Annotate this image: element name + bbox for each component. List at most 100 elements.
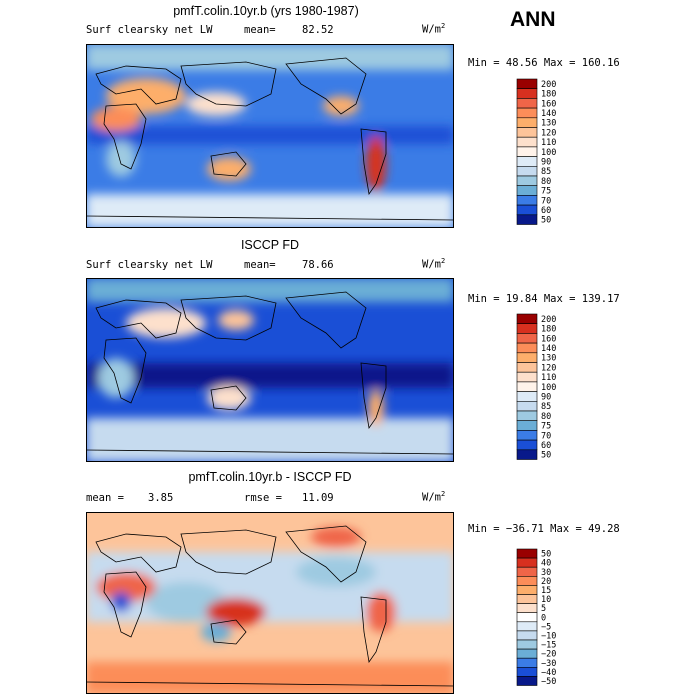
colorbar-tick-label: 130 [541, 354, 556, 364]
colorbar-swatch [516, 98, 538, 109]
colorbar-swatch [516, 420, 538, 431]
colorbar-tick-label: 85 [541, 167, 551, 177]
panel3-map [86, 512, 454, 694]
colorbar-tick-label: −15 [541, 641, 556, 651]
panel1-variable: Surf clearsky net LW [86, 24, 213, 36]
colorbar-swatch [516, 594, 538, 604]
colorbar-tick-label: 160 [541, 99, 556, 109]
colorbar-tick-label: 30 [541, 568, 551, 578]
colorbar-swatch [516, 156, 538, 167]
colorbar-swatch [516, 603, 538, 613]
colorbar-swatch [516, 195, 538, 206]
colorbar-tick-label: 140 [541, 344, 556, 354]
colorbar-swatch [516, 78, 538, 89]
colorbar-swatch [516, 127, 538, 138]
colorbar-tick-label: 10 [541, 595, 551, 605]
colorbar-swatch [516, 667, 538, 677]
panel1-coastlines [86, 57, 454, 221]
colorbar-swatch [516, 107, 538, 119]
colorbar-swatch [516, 657, 538, 668]
panel2-title: ISCCP FD [240, 238, 300, 252]
panel1-map [86, 44, 454, 228]
colorbar-swatch [516, 88, 538, 99]
colorbar-tick-label: 15 [541, 586, 551, 596]
colorbar-tick-label: 120 [541, 128, 556, 138]
colorbar-swatch [516, 449, 538, 460]
colorbar-tick-label: 60 [541, 441, 551, 451]
colorbar-swatch [516, 585, 538, 595]
colorbar-tick-label: 40 [541, 559, 551, 569]
colorbar-swatch [516, 557, 538, 568]
panel3-mean-value: 3.85 [148, 492, 174, 504]
colorbar-tick-label: 130 [541, 119, 556, 129]
colorbar-tick-label: −10 [541, 631, 556, 641]
panel2-coastlines [86, 291, 454, 455]
colorbar-tick-label: 5 [541, 604, 546, 614]
colorbar-swatch [516, 648, 538, 659]
colorbar-swatch [516, 381, 538, 392]
colorbar-tick-label: 110 [541, 373, 556, 383]
colorbar-tick-label: 50 [541, 451, 551, 461]
colorbar-tick-label: 160 [541, 334, 556, 344]
colorbar-swatch [516, 621, 538, 632]
colorbar-swatch [516, 136, 538, 148]
panel2-mean-label: mean= [244, 259, 276, 271]
colorbar-tick-label: 110 [541, 138, 556, 148]
colorbar-swatch [516, 371, 538, 383]
colorbar-tick-label: −30 [541, 659, 556, 669]
colorbar-tick-label: 75 [541, 187, 551, 197]
colorbar-swatch [516, 185, 538, 196]
colorbar-tick-label: −5 [541, 622, 551, 632]
colorbar-tick-label: 0 [541, 613, 546, 623]
panel3-rmse-label: rmse = [244, 492, 282, 504]
panel1-map-frame [86, 44, 454, 228]
colorbar-tick-label: 120 [541, 363, 556, 373]
panel3-rmse-value: 11.09 [302, 492, 334, 504]
colorbar-tick-label: −50 [541, 677, 556, 687]
colorbar-tick-label: 100 [541, 148, 556, 158]
panel3-units: W/m2 [422, 490, 446, 504]
colorbar-tick-label: 20 [541, 577, 551, 587]
colorbar-tick-label: 90 [541, 157, 551, 167]
colorbar-tick-label: 90 [541, 392, 551, 402]
colorbar-tick-label: −40 [541, 668, 556, 678]
season-label: ANN [510, 8, 556, 31]
colorbar-swatch [516, 548, 538, 559]
panel2-map-frame [86, 278, 454, 462]
colorbar-tick-label: 50 [541, 216, 551, 226]
colorbar-tick-label: 80 [541, 412, 551, 422]
panel2-min-max: Min = 19.84 Max = 139.17 [468, 293, 620, 305]
panel2-field [86, 278, 454, 462]
colorbar-swatch [516, 362, 538, 373]
colorbar-swatch [516, 575, 538, 586]
panel1-mean-value: 82.52 [302, 24, 334, 36]
panel2-variable: Surf clearsky net LW [86, 259, 213, 271]
colorbar-tick-label: 140 [541, 109, 556, 119]
colorbar-swatch [516, 566, 538, 577]
colorbar-tick-label: 75 [541, 422, 551, 432]
colorbar-tick-label: 70 [541, 196, 551, 206]
colorbar-swatch [516, 401, 538, 412]
colorbar-swatch [516, 204, 538, 216]
panel3-map-frame [86, 512, 454, 694]
colorbar-swatch [516, 630, 538, 641]
colorbar-swatch [516, 391, 538, 402]
colorbar-swatch [516, 166, 538, 177]
colorbar-swatch [516, 146, 538, 157]
colorbar-tick-label: 100 [541, 383, 556, 393]
colorbar-tick-label: 200 [541, 80, 556, 90]
panel1-title: pmfT.colin.10yr.b (yrs 1980-1987) [173, 4, 359, 18]
colorbar-tick-label: 70 [541, 431, 551, 441]
panel3-mean-label: mean = [86, 492, 124, 504]
panel2-mean-value: 78.66 [302, 259, 334, 271]
panel3-coastlines [86, 525, 454, 687]
colorbar-swatch [516, 333, 538, 344]
colorbar-swatch [516, 612, 538, 623]
colorbar-swatch [516, 313, 538, 324]
colorbar-tick-label: 50 [541, 550, 551, 560]
colorbar-swatch [516, 639, 538, 650]
colorbar-tick-label: 180 [541, 325, 556, 335]
colorbar-swatch [516, 352, 538, 363]
